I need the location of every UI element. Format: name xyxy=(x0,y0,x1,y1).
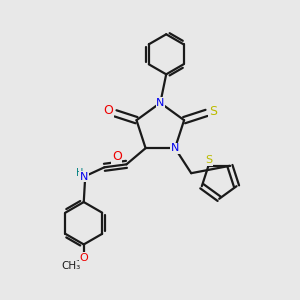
Text: H: H xyxy=(76,168,84,178)
Text: O: O xyxy=(80,253,88,263)
Text: S: S xyxy=(205,155,212,166)
Text: S: S xyxy=(209,105,217,118)
Text: N: N xyxy=(80,172,88,182)
Text: O: O xyxy=(112,151,122,164)
Text: N: N xyxy=(171,143,179,153)
Text: O: O xyxy=(103,104,113,117)
Text: N: N xyxy=(156,98,164,108)
Text: CH₃: CH₃ xyxy=(61,261,81,271)
